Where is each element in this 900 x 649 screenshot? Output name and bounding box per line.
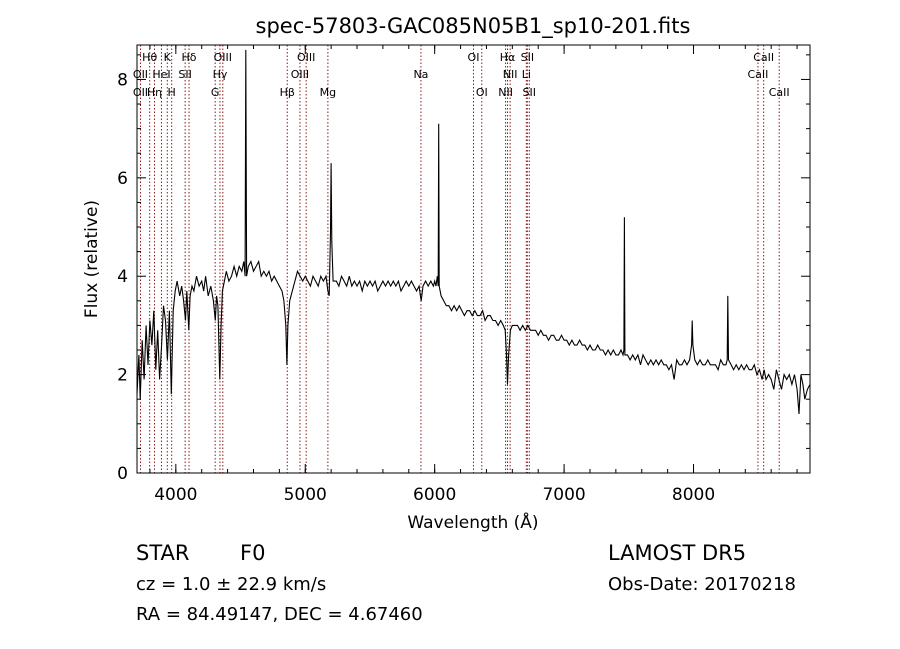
y-tick-label: 2 (117, 366, 128, 386)
spectral-line-label: G (211, 86, 220, 99)
x-tick-label: 6000 (413, 485, 456, 505)
spectral-line-label: CaII (753, 51, 774, 64)
spectral-line-label: Hθ (142, 51, 157, 64)
spectral-line-label: OIII (214, 51, 232, 64)
spectral-line-label: CaII (769, 86, 790, 99)
x-axis-ticks: 4000 5000 6000 7000 8000 (149, 45, 798, 505)
spectrum-line (136, 49, 811, 415)
y-axis-ticks: 0 2 4 6 8 (117, 54, 810, 484)
spectral-line-label: Hβ (280, 86, 295, 99)
object-class: STAR (136, 541, 189, 565)
y-axis-label: Flux (relative) (82, 200, 102, 318)
redshift-velocity: cz = 1.0 ± 22.9 km/s (136, 574, 326, 595)
spectral-line-labels: HθOIIOIIHηHeIKHSIIHδGHγOIIIHβOIIIOIIIMgN… (133, 51, 790, 99)
spectral-line-label: OIII (291, 68, 309, 81)
spectral-line-label: OII (133, 86, 148, 99)
spectral-line-label: Hγ (213, 68, 228, 81)
spectral-line-label: CaII (748, 68, 769, 81)
spectral-line-label: SII (178, 68, 191, 81)
spectral-line-label: Hα (500, 51, 516, 64)
x-axis-label: Wavelength (Å) (407, 511, 538, 533)
spectral-line-label: Hη (147, 86, 162, 99)
spectral-line-label: NII (503, 68, 518, 81)
y-tick-label: 4 (117, 267, 128, 287)
x-tick-label: 5000 (284, 485, 327, 505)
spectral-line-markers (139, 45, 780, 473)
spectral-line-label: OIII (297, 51, 315, 64)
spectral-line-label: OI (468, 51, 480, 64)
spectral-line-label: OI (476, 86, 488, 99)
y-tick-label: 8 (117, 70, 128, 90)
spectral-line-label: Na (413, 68, 428, 81)
spectral-line-label: SII (521, 51, 534, 64)
data-release: LAMOST DR5 (608, 541, 746, 565)
spectral-line-label: K (164, 51, 172, 64)
sky-coordinates: RA = 84.49147, DEC = 4.67460 (136, 604, 423, 625)
spectral-line-label: H (168, 86, 176, 99)
x-tick-label: 4000 (154, 485, 197, 505)
spectral-line-label: Mg (320, 86, 336, 99)
object-subclass: F0 (240, 541, 265, 565)
y-tick-label: 0 (117, 464, 128, 484)
spectral-line-label: HeI (152, 68, 170, 81)
x-tick-label: 8000 (672, 485, 715, 505)
observation-date: Obs-Date: 20170218 (608, 574, 796, 595)
spectral-line-label: SII (523, 86, 536, 99)
y-tick-label: 6 (117, 169, 128, 189)
x-tick-label: 7000 (542, 485, 585, 505)
plot-frame (136, 44, 811, 474)
spectral-line-label: Hδ (182, 51, 197, 64)
chart-title: spec-57803-GAC085N05B1_sp10-201.fits (256, 14, 691, 39)
spectral-line-label: NII (498, 86, 513, 99)
spectral-line-label: Li (522, 68, 531, 81)
